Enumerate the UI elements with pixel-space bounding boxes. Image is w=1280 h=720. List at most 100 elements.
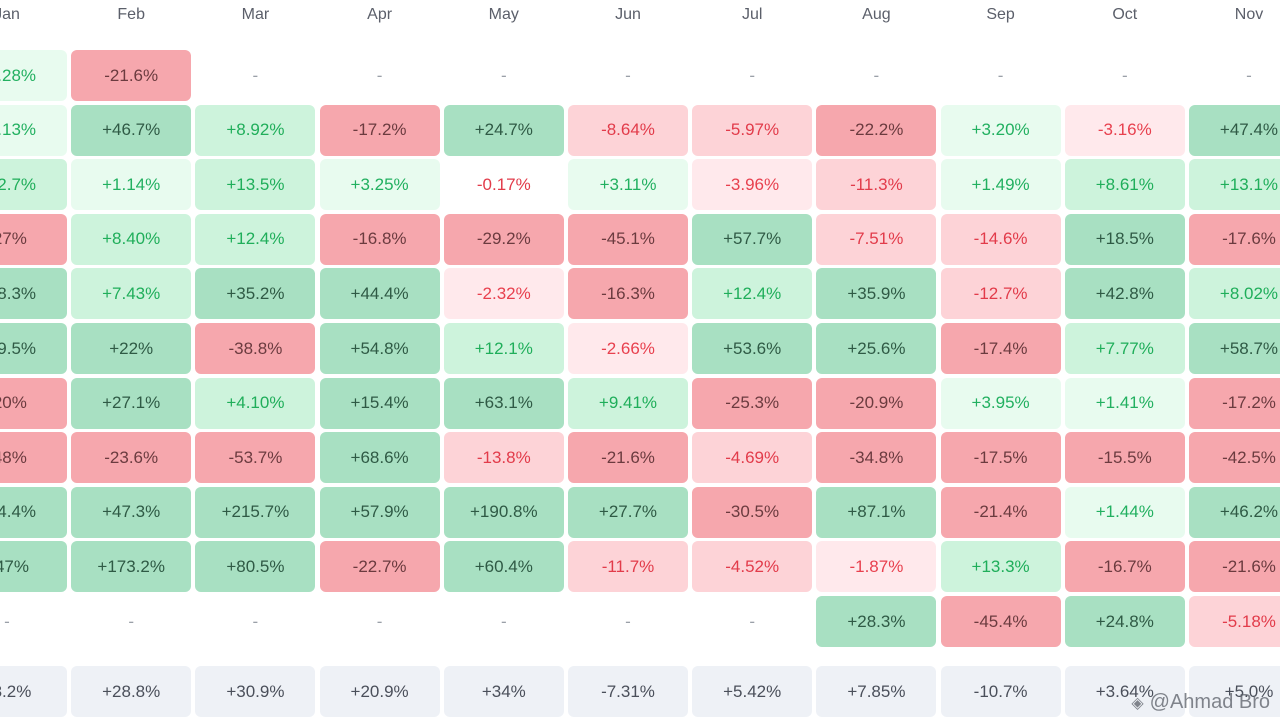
return-cell-oct-row-2: -3.16% xyxy=(1064,104,1185,156)
month-header-jan: Jan xyxy=(0,6,20,23)
return-cell-may-row-8: -13.8% xyxy=(443,432,564,484)
month-header-feb: Feb xyxy=(117,6,145,23)
return-cell-jan-row-4: -27% xyxy=(0,213,67,265)
return-cell-mar-row-6: -38.8% xyxy=(195,323,316,374)
average-cell-may: +34% xyxy=(443,666,564,717)
return-cell-aug-row-7: -20.9% xyxy=(816,377,937,429)
return-cell-jul-row-4: +57.7% xyxy=(692,213,813,265)
return-cell-may-row-1: - xyxy=(500,65,507,85)
return-cell-jan-row-9: +34.4% xyxy=(0,486,67,538)
return-cell-may-row-3: -0.17% xyxy=(476,174,531,194)
return-cell-feb-row-5: +7.43% xyxy=(71,268,192,320)
month-header-sep: Sep xyxy=(986,6,1015,23)
return-cell-jun-row-8: -21.6% xyxy=(568,432,688,484)
return-cell-apr-row-7: +15.4% xyxy=(319,377,440,429)
return-cell-aug-row-10: -1.87% xyxy=(816,541,937,593)
return-cell-sep-row-4: -14.6% xyxy=(940,213,1061,265)
return-cell-oct-row-4: +18.5% xyxy=(1064,213,1185,265)
return-cell-jul-row-9: -30.5% xyxy=(692,486,813,538)
return-cell-jul-row-1: - xyxy=(749,65,756,85)
return-cell-aug-row-3: -11.3% xyxy=(816,159,937,211)
return-cell-nov-row-3: +13.1% xyxy=(1189,159,1280,211)
return-cell-oct-row-6: +7.77% xyxy=(1064,323,1185,374)
return-cell-jul-row-7: -25.3% xyxy=(692,377,813,429)
return-cell-jul-row-6: +53.6% xyxy=(692,323,813,374)
return-cell-nov-row-7: -17.2% xyxy=(1189,377,1280,429)
return-cell-feb-row-10: +173.2% xyxy=(71,541,192,593)
return-cell-nov-row-2: +47.4% xyxy=(1189,104,1280,156)
return-cell-may-row-7: +63.1% xyxy=(443,377,564,429)
return-cell-oct-row-8: -15.5% xyxy=(1064,432,1185,484)
return-cell-jun-row-1: - xyxy=(625,65,631,85)
return-cell-jul-row-10: -4.52% xyxy=(692,541,813,593)
average-cell-nov: +5.0% xyxy=(1189,666,1280,717)
return-cell-jun-row-10: -11.7% xyxy=(568,541,688,593)
return-cell-sep-row-5: -12.7% xyxy=(940,268,1061,320)
return-cell-jun-row-4: -45.1% xyxy=(568,213,688,265)
average-cell-jan: +3.2% xyxy=(0,666,67,717)
average-cell-feb: +28.8% xyxy=(71,666,192,717)
return-cell-may-row-11: - xyxy=(500,611,507,631)
average-cell-apr: +20.9% xyxy=(319,666,440,717)
month-header-jul: Jul xyxy=(741,6,763,23)
return-cell-jan-row-6: +29.5% xyxy=(0,323,67,374)
average-cell-jun: -7.31% xyxy=(568,666,688,717)
return-cell-jan-row-7: -20% xyxy=(0,377,67,429)
return-cell-feb-row-11: - xyxy=(128,611,135,631)
return-cell-mar-row-10: +80.5% xyxy=(195,541,316,593)
month-header-aug: Aug xyxy=(862,6,891,23)
return-cell-sep-row-2: +3.20% xyxy=(940,104,1061,156)
return-cell-mar-row-8: -53.7% xyxy=(195,432,316,484)
return-cell-mar-row-1: - xyxy=(252,65,259,85)
watermark-text: @Ahmad Bro xyxy=(1149,691,1270,713)
average-cell-sep: -10.7% xyxy=(940,666,1061,717)
return-cell-jan-row-2: +1.13% xyxy=(0,104,67,156)
return-cell-jun-row-3: +3.11% xyxy=(568,159,688,211)
return-cell-jul-row-3: -3.96% xyxy=(692,159,813,211)
return-cell-jan-row-1: +1.28% xyxy=(0,50,67,101)
return-cell-jan-row-11: - xyxy=(4,611,10,631)
return-cell-feb-row-2: +46.7% xyxy=(71,104,192,156)
return-cell-jun-row-6: -2.66% xyxy=(568,323,688,374)
month-header-jun: Jun xyxy=(615,6,641,23)
return-cell-oct-row-7: +1.41% xyxy=(1064,377,1185,429)
return-cell-apr-row-10: -22.7% xyxy=(319,541,440,593)
month-header-mar: Mar xyxy=(241,6,270,23)
return-cell-may-row-4: -29.2% xyxy=(443,213,564,265)
return-cell-nov-row-9: +46.2% xyxy=(1189,486,1280,538)
return-cell-mar-row-9: +215.7% xyxy=(195,486,316,538)
return-cell-jul-row-5: +12.4% xyxy=(692,268,813,320)
return-cell-aug-row-5: +35.9% xyxy=(816,268,937,320)
return-cell-jun-row-5: -16.3% xyxy=(568,268,688,320)
return-cell-aug-row-9: +87.1% xyxy=(816,486,937,538)
return-cell-feb-row-3: +1.14% xyxy=(71,159,192,211)
return-cell-aug-row-1: - xyxy=(873,65,880,85)
return-cell-may-row-9: +190.8% xyxy=(443,486,564,538)
return-cell-aug-row-2: -22.2% xyxy=(816,104,937,156)
return-cell-nov-row-5: +8.02% xyxy=(1189,268,1280,320)
return-cell-sep-row-6: -17.4% xyxy=(940,323,1061,374)
return-cell-jun-row-11: - xyxy=(625,611,631,631)
return-cell-feb-row-7: +27.1% xyxy=(71,377,192,429)
return-cell-jun-row-7: +9.41% xyxy=(568,377,688,429)
return-cell-feb-row-1: -21.6% xyxy=(71,50,192,101)
month-header-nov: Nov xyxy=(1234,6,1264,23)
return-cell-jul-row-11: - xyxy=(749,611,756,631)
return-cell-aug-row-11: +28.3% xyxy=(816,596,937,647)
return-cell-may-row-2: +24.7% xyxy=(443,104,564,156)
return-cell-apr-row-5: +44.4% xyxy=(319,268,440,320)
return-cell-jun-row-2: -8.64% xyxy=(568,104,688,156)
return-cell-aug-row-8: -34.8% xyxy=(816,432,937,484)
return-cell-aug-row-4: -7.51% xyxy=(816,213,937,265)
return-cell-oct-row-1: - xyxy=(1121,65,1128,85)
return-cell-nov-row-1: - xyxy=(1246,65,1252,85)
return-cell-sep-row-1: - xyxy=(997,65,1004,85)
return-cell-sep-row-8: -17.5% xyxy=(940,432,1061,484)
return-cell-nov-row-11: -5.18% xyxy=(1189,596,1280,647)
return-cell-apr-row-11: - xyxy=(376,611,383,631)
return-cell-jun-row-9: +27.7% xyxy=(568,486,688,538)
average-cell-jul: +5.42% xyxy=(692,666,813,717)
return-cell-mar-row-5: +35.2% xyxy=(195,268,316,320)
return-cell-mar-row-7: +4.10% xyxy=(195,377,316,429)
return-cell-may-row-5: -2.32% xyxy=(443,268,564,320)
